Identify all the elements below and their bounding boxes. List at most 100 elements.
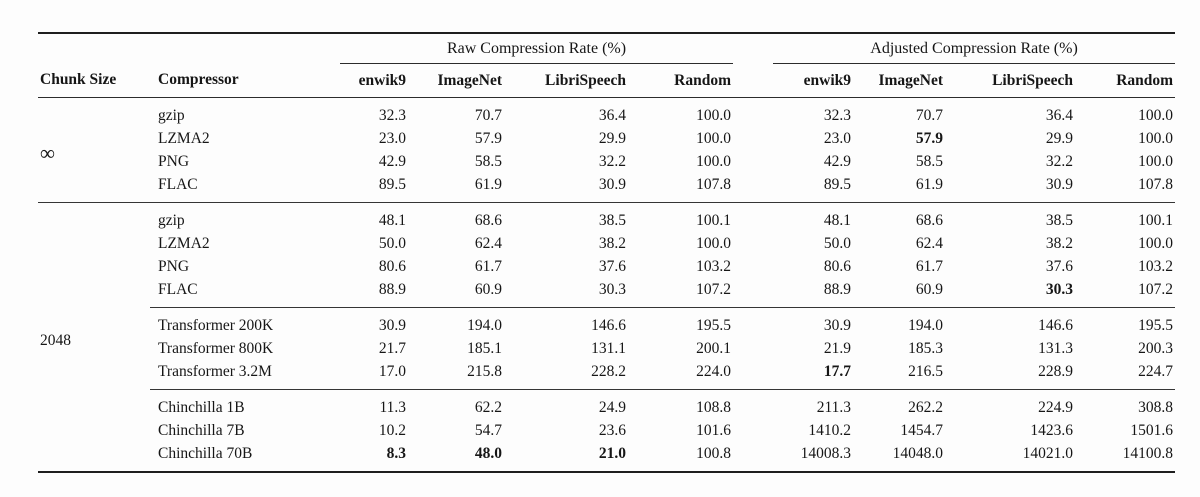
raw-enwik9-column-header: enwik9 (340, 63, 408, 98)
cell-adj-enwik9: 80.6 (823, 258, 852, 275)
cell-adj-enwik9: 14008.3 (800, 445, 852, 462)
cell-raw-librispeech: 30.3 (598, 281, 626, 298)
column-gutter (733, 307, 774, 337)
cell-adj-random: 100.0 (1138, 107, 1174, 124)
cell-raw-librispeech: 30.9 (598, 176, 626, 193)
cell-adj-enwik9: 21.9 (823, 340, 852, 357)
cell-raw-random: 108.8 (628, 389, 734, 419)
spacer-cell (733, 33, 773, 64)
cell-adj-librispeech: 38.5 (945, 202, 1076, 232)
cell-raw-imagenet: 54.7 (474, 422, 502, 439)
cell-adj-imagenet: 61.9 (915, 176, 944, 193)
cell-raw-enwik9: 23.0 (378, 130, 406, 147)
cell-raw-enwik9: 11.3 (340, 389, 408, 419)
cell-raw-random: 195.5 (628, 307, 734, 337)
cell-adj-random: 103.2 (1138, 258, 1174, 275)
raw-imagenet-column-header: ImageNet (408, 63, 504, 98)
cell-adj-librispeech: 30.9 (1045, 176, 1074, 193)
cell-adj-librispeech: 29.9 (1045, 130, 1074, 147)
cell-adj-librispeech: 36.4 (1045, 107, 1074, 124)
compressor-cell: gzip (150, 202, 340, 232)
cell-raw-enwik9: 80.6 (378, 258, 406, 275)
cell-raw-random: 107.8 (696, 176, 732, 193)
cell-raw-librispeech: 29.9 (598, 130, 626, 147)
cell-raw-random: 100.8 (696, 445, 732, 462)
cell-raw-random: 100.1 (628, 202, 734, 232)
cell-adj-random: 100.0 (1138, 130, 1174, 147)
cell-raw-enwik9: 32.3 (378, 107, 406, 124)
spacer-cell (733, 63, 774, 98)
table-row: LZMA2 23.0 57.9 29.9 100.0 23.0 57.9 29.9 100.0 (38, 127, 1175, 150)
table-row: 2048 gzip 48.1 68.6 38.5 100.1 48.1 68.6 38.5 100… (38, 202, 1176, 472)
cell-raw-imagenet: 62.4 (474, 235, 502, 252)
cell-raw-random: 100.0 (696, 107, 732, 124)
cell-raw-random: 100.0 (696, 153, 732, 170)
cell-adj-enwik9: 211.3 (773, 389, 854, 419)
compression-results-table-wrap: Raw Compression Rate (%) Adjusted Compre… (38, 32, 1176, 473)
raw-librispeech-column-header: LibriSpeech (504, 63, 628, 98)
compressor-cell: LZMA2 (158, 235, 210, 252)
cell-adj-librispeech: 224.9 (945, 389, 1076, 419)
cell-adj-enwik9: 42.9 (823, 153, 852, 170)
column-gutter (733, 419, 773, 442)
cell-adj-imagenet: 1454.7 (900, 422, 944, 439)
table-row: FLAC 88.9 60.9 30.3 107.2 88.9 60.9 30.3 107.2 (38, 278, 1175, 308)
cell-raw-random: 100.0 (696, 130, 732, 147)
cell-raw-random: 200.1 (696, 340, 732, 357)
cell-adj-imagenet: 262.2 (853, 389, 946, 419)
spacer-cell (38, 33, 150, 64)
cell-raw-imagenet: 194.0 (408, 307, 504, 337)
cell-adj-enwik9: 17.7 (823, 363, 852, 380)
column-gutter (733, 150, 773, 173)
chunk-size-column-header: Chunk Size (38, 63, 150, 98)
compression-results-table: Raw Compression Rate (%) Adjusted Compre… (38, 32, 1176, 473)
cell-raw-librispeech: 23.6 (598, 422, 626, 439)
compressor-cell: Chinchilla 70B (158, 445, 253, 462)
compressor-cell: Transformer 3.2M (158, 363, 272, 380)
cell-raw-enwik9: 21.7 (378, 340, 406, 357)
compressor-cell: Chinchilla 7B (158, 422, 245, 439)
compressor-cell: PNG (158, 153, 190, 170)
cell-raw-imagenet: 58.5 (474, 153, 502, 170)
compressor-cell: FLAC (158, 281, 198, 298)
cell-adj-librispeech: 32.2 (1045, 153, 1074, 170)
column-gutter (733, 278, 773, 308)
table-row: Transformer 3.2M 17.0 215.8 228.2 224.0 17.7 2… (38, 360, 1175, 390)
cell-adj-librispeech: 146.6 (945, 307, 1076, 337)
table-row: Transformer 200K 30.9 194.0 146.6 195.5 30.9 1… (38, 307, 1176, 337)
cell-adj-librispeech: 131.3 (1038, 340, 1074, 357)
table-row: LZMA2 50.0 62.4 38.2 100.0 50.0 62.4 38.2 100.0 (38, 232, 1175, 255)
cell-raw-enwik9: 10.2 (378, 422, 406, 439)
spacer-cell (150, 33, 340, 64)
cell-raw-imagenet: 61.9 (474, 176, 502, 193)
cell-adj-random: 100.0 (1138, 235, 1174, 252)
column-gutter (733, 232, 773, 255)
table-row: Chinchilla 7B 10.2 54.7 23.6 101.6 1410.2 1454… (38, 419, 1175, 442)
cell-adj-enwik9: 1410.2 (808, 422, 852, 439)
cell-raw-librispeech: 36.4 (598, 107, 626, 124)
cell-raw-enwik9: 8.3 (386, 445, 406, 462)
cell-raw-enwik9: 17.0 (378, 363, 406, 380)
cell-raw-enwik9: 50.0 (378, 235, 406, 252)
cell-adj-random: 14100.8 (1122, 445, 1174, 462)
cell-adj-imagenet: 216.5 (908, 363, 944, 380)
cell-raw-imagenet: 61.7 (474, 258, 502, 275)
raw-random-column-header: Random (628, 63, 734, 98)
cell-raw-imagenet: 62.2 (408, 389, 504, 419)
cell-adj-enwik9: 32.3 (823, 107, 852, 124)
cell-raw-enwik9: 42.9 (378, 153, 406, 170)
cell-raw-librispeech: 131.1 (591, 340, 626, 357)
cell-adj-imagenet: 60.9 (915, 281, 944, 298)
spanner-header-row: Raw Compression Rate (%) Adjusted Compre… (38, 33, 1176, 64)
compressor-column-header: Compressor (150, 63, 340, 98)
table-row: PNG 42.9 58.5 32.2 100.0 42.9 58.5 32.2 100.0 (38, 150, 1175, 173)
cell-adj-imagenet: 194.0 (853, 307, 946, 337)
cell-adj-random: 200.3 (1138, 340, 1174, 357)
cell-adj-imagenet: 58.5 (915, 153, 944, 170)
cell-raw-random: 103.2 (696, 258, 732, 275)
cell-raw-enwik9: 88.9 (378, 281, 406, 298)
cell-adj-librispeech: 14021.0 (1022, 445, 1074, 462)
cell-adj-imagenet: 70.7 (915, 107, 944, 124)
cell-raw-enwik9: 89.5 (378, 176, 406, 193)
adj-random-column-header: Random (1075, 63, 1176, 98)
